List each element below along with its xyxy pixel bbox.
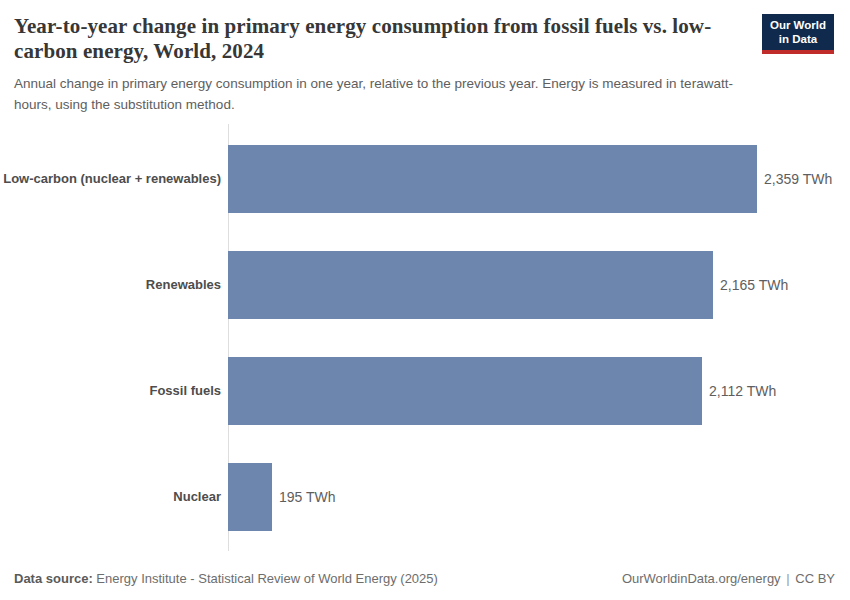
footer-right: OurWorldinData.org/energy | CC BY (622, 571, 835, 586)
chart-header: Year-to-year change in primary energy co… (14, 14, 834, 115)
bar-row: Low-carbon (nuclear + renewables) 2,359 T… (0, 145, 850, 213)
value-label: 195 TWh (279, 489, 336, 505)
value-label: 2,359 TWh (764, 171, 832, 187)
bar[interactable] (228, 145, 757, 213)
bar-row: Renewables 2,165 TWh (0, 251, 850, 319)
bar[interactable] (228, 251, 713, 319)
title-block: Year-to-year change in primary energy co… (14, 14, 738, 115)
bars-container: Low-carbon (nuclear + renewables) 2,359 T… (0, 145, 850, 531)
owid-logo[interactable]: Our World in Data (762, 14, 834, 54)
category-label: Nuclear (0, 489, 228, 505)
license-badge[interactable]: CC BY (795, 571, 835, 586)
value-label: 2,112 TWh (709, 383, 776, 399)
data-source-label: Data source: (14, 571, 93, 586)
data-source: Data source: Energy Institute - Statisti… (14, 571, 438, 586)
value-label: 2,165 TWh (720, 277, 788, 293)
chart-footer: Data source: Energy Institute - Statisti… (14, 571, 835, 586)
owid-logo-line2: in Data (770, 33, 826, 47)
category-label: Low-carbon (nuclear + renewables) (0, 171, 228, 187)
chart-title: Year-to-year change in primary energy co… (14, 14, 738, 64)
footer-separator: | (784, 571, 791, 586)
bar-row: Fossil fuels 2,112 TWh (0, 357, 850, 425)
owid-logo-line1: Our World (770, 19, 826, 33)
data-source-text: Energy Institute - Statistical Review of… (93, 571, 438, 586)
chart-subtitle: Annual change in primary energy consumpt… (14, 73, 738, 115)
category-label: Fossil fuels (0, 383, 228, 399)
owid-link[interactable]: OurWorldinData.org/energy (622, 571, 781, 586)
bar-chart: Low-carbon (nuclear + renewables) 2,359 T… (0, 124, 850, 551)
bar[interactable] (228, 463, 272, 531)
bar[interactable] (228, 357, 702, 425)
bar-row: Nuclear 195 TWh (0, 463, 850, 531)
category-label: Renewables (0, 277, 228, 293)
